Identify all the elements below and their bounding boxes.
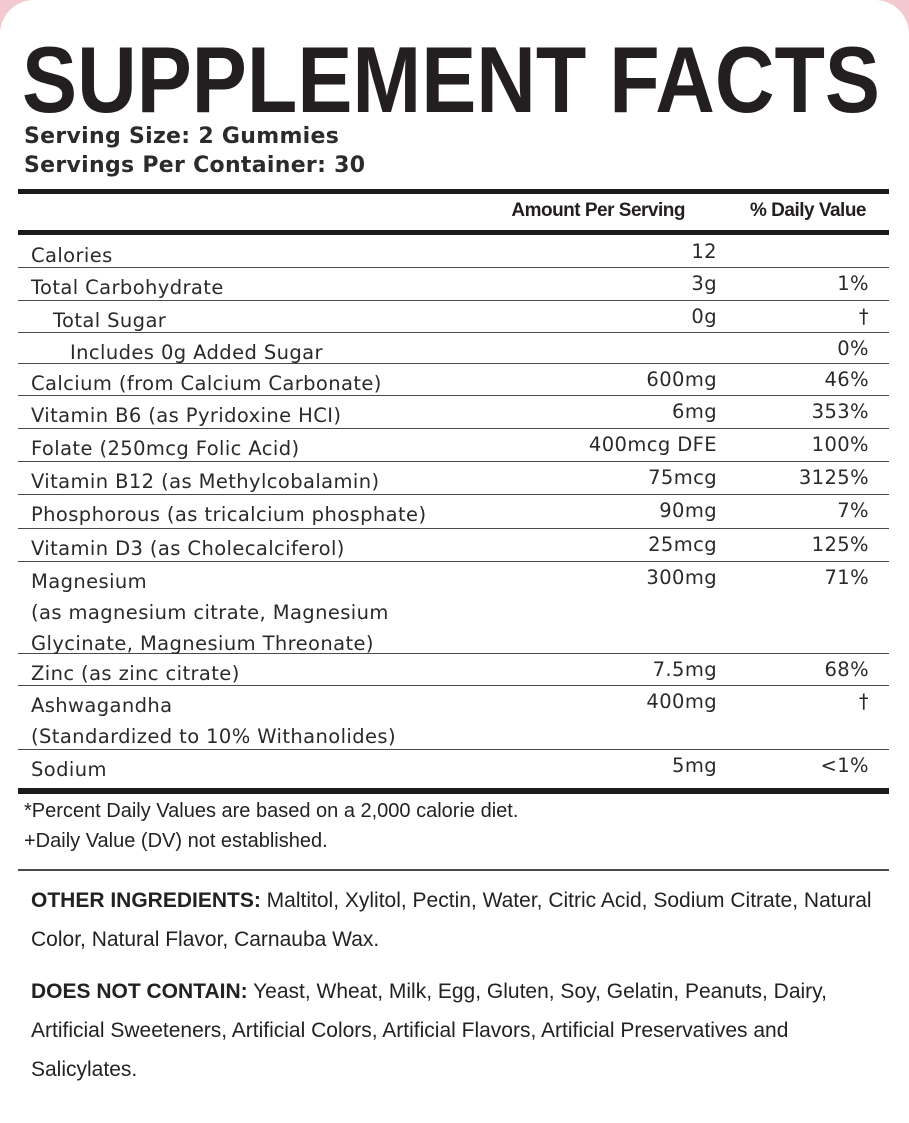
footnote-dv: *Percent Daily Values are based on a 2,0…	[24, 800, 519, 822]
nutrient-name: Vitamin B6 (as Pyridoxine HCI)	[31, 404, 342, 427]
nutrient-table: Calories 12 Total Carbohydrate 3g 1% Tota…	[18, 236, 889, 790]
nutrient-dv: †	[858, 690, 869, 713]
nutrient-name: Calories	[31, 244, 113, 267]
table-row: Calcium (from Calcium Carbonate) 600mg 4…	[18, 364, 889, 396]
nutrient-dv: 68%	[824, 658, 869, 681]
table-row: Vitamin B12 (as Methylcobalamin) 75mcg 3…	[18, 462, 889, 495]
nutrient-name: Folate (250mcg Folic Acid)	[31, 437, 300, 460]
nutrient-amount: 400mg	[646, 690, 717, 713]
table-row: Phosphorous (as tricalcium phosphate) 90…	[18, 495, 889, 529]
nutrient-name: Total Sugar	[53, 309, 167, 332]
divider-thick	[18, 788, 889, 794]
divider-thick	[18, 230, 889, 235]
nutrient-dv: <1%	[820, 754, 869, 777]
nutrient-dv: 1%	[837, 272, 869, 295]
nutrient-dv: 353%	[811, 400, 869, 423]
table-row: Includes 0g Added Sugar 0%	[18, 333, 889, 364]
nutrient-name: Includes 0g Added Sugar	[70, 341, 323, 364]
table-row: Total Sugar 0g †	[18, 301, 889, 333]
other-ingredients-label: OTHER INGREDIENTS:	[31, 889, 261, 912]
table-row: Zinc (as zinc citrate) 7.5mg 68%	[18, 654, 889, 686]
table-row: Sodium 5mg <1%	[18, 750, 889, 790]
nutrient-amount: 7.5mg	[652, 658, 717, 681]
servings-per-container: Servings Per Container: 30	[24, 153, 366, 178]
other-ingredients: OTHER INGREDIENTS: Maltitol, Xylitol, Pe…	[31, 881, 891, 959]
nutrient-amount: 6mg	[672, 400, 717, 423]
dv-header: % Daily Value	[749, 200, 867, 221]
nutrient-amount: 300mg	[646, 566, 717, 589]
table-row: Total Carbohydrate 3g 1%	[18, 268, 889, 301]
page-title: SUPPLEMENT FACTS	[22, 36, 880, 126]
amount-header: Amount Per Serving	[511, 200, 685, 221]
nutrient-name: Magnesium (as magnesium citrate, Magnesi…	[31, 570, 389, 655]
nutrient-amount: 3g	[691, 272, 717, 295]
nutrient-amount: 600mg	[646, 368, 717, 391]
nutrient-dv: 125%	[811, 533, 869, 556]
nutrient-dv: 100%	[811, 433, 869, 456]
does-not-contain-label: DOES NOT CONTAIN:	[31, 980, 248, 1003]
nutrient-name: Vitamin B12 (as Methylcobalamin)	[31, 470, 380, 493]
nutrient-name: Sodium	[31, 758, 107, 781]
nutrient-name: Zinc (as zinc citrate)	[31, 662, 240, 685]
nutrient-dv: 7%	[837, 499, 869, 522]
table-row: Vitamin D3 (as Cholecalciferol) 25mcg 12…	[18, 529, 889, 562]
nutrient-amount: 12	[691, 240, 717, 263]
nutrient-dv: 3125%	[798, 466, 869, 489]
footnote-not-established: +Daily Value (DV) not established.	[24, 830, 328, 852]
table-row: Ashwagandha (Standardized to 10% Withano…	[18, 686, 889, 750]
does-not-contain: DOES NOT CONTAIN: Yeast, Wheat, Milk, Eg…	[31, 972, 881, 1089]
nutrient-dv: 71%	[824, 566, 869, 589]
nutrient-amount: 90mg	[659, 499, 717, 522]
serving-size: Serving Size: 2 Gummies	[24, 124, 340, 149]
table-row: Vitamin B6 (as Pyridoxine HCI) 6mg 353%	[18, 396, 889, 429]
divider	[18, 869, 889, 871]
table-row: Magnesium (as magnesium citrate, Magnesi…	[18, 562, 889, 655]
nutrient-amount: 0g	[691, 305, 717, 328]
table-row: Calories 12	[18, 236, 889, 268]
nutrient-amount: 25mcg	[648, 533, 717, 556]
nutrient-amount: 5mg	[672, 754, 717, 777]
nutrient-amount: 75mcg	[648, 466, 717, 489]
nutrient-name: Ashwagandha (Standardized to 10% Withano…	[31, 694, 396, 748]
nutrient-dv: 46%	[824, 368, 869, 391]
nutrient-name: Vitamin D3 (as Cholecalciferol)	[31, 537, 345, 560]
nutrient-dv: †	[858, 305, 869, 328]
title-svg: SUPPLEMENT FACTS	[22, 36, 880, 126]
does-not-contain-text: Yeast, Wheat, Milk, Egg, Gluten, Soy, Ge…	[31, 980, 827, 1081]
nutrient-dv: 0%	[837, 337, 869, 360]
divider-thick	[18, 189, 889, 194]
other-ingredients-text: Maltitol, Xylitol, Pectin, Water, Citric…	[31, 889, 872, 951]
nutrient-name: Phosphorous (as tricalcium phosphate)	[31, 503, 427, 526]
nutrient-name: Total Carbohydrate	[31, 276, 224, 299]
table-row: Folate (250mcg Folic Acid) 400mcg DFE 10…	[18, 429, 889, 462]
nutrient-name: Calcium (from Calcium Carbonate)	[31, 372, 382, 395]
nutrient-amount: 400mcg DFE	[588, 433, 717, 456]
